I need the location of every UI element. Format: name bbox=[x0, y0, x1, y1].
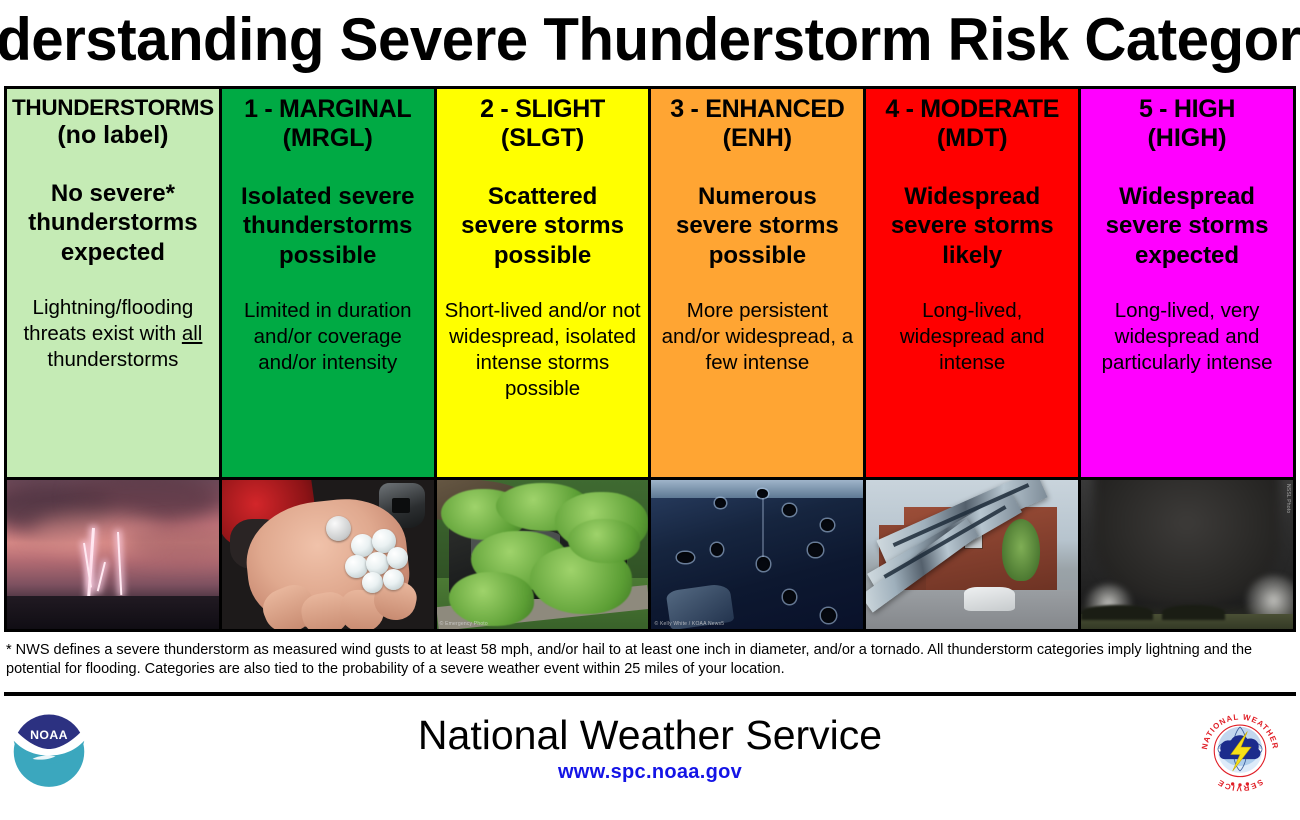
hailstone bbox=[365, 551, 390, 576]
risk-column-marginal-text: 1 - MARGINAL (MRGL) Isolated severe thun… bbox=[221, 89, 434, 477]
risk-column-moderate-text: 4 - MODERATE (MDT) Widespread severe sto… bbox=[866, 89, 1079, 477]
category-headline: Isolated severe thunderstorms possible bbox=[241, 183, 415, 269]
footer-center: National Weather Service www.spc.noaa.go… bbox=[418, 713, 882, 784]
category-headline: Scattered severe storms possible bbox=[461, 183, 624, 269]
tornado-photo: NSSL Photo bbox=[1081, 477, 1293, 629]
category-headline: Widespread severe storms expected bbox=[1105, 183, 1269, 269]
tree-line bbox=[1161, 605, 1226, 621]
hail-puncture bbox=[710, 542, 724, 556]
category-detail: Lightning/flooding threats exist with al… bbox=[12, 295, 214, 373]
risk-column-slight-text: 2 - SLIGHT (SLGT) Scattered severe storm… bbox=[436, 89, 649, 477]
risk-column-high-text: 5 - HIGH (HIGH) Widespread severe storms… bbox=[1081, 89, 1293, 477]
category-name: 3 - ENHANCED bbox=[670, 95, 845, 123]
footer-divider bbox=[4, 691, 1296, 696]
photo-credit: © Kelly White / KOAA News5 bbox=[654, 621, 725, 627]
risk-column-enhanced: 3 - ENHANCED (ENH) Numerous severe storm… bbox=[651, 89, 867, 629]
risk-column-high: 5 - HIGH (HIGH) Widespread severe storms… bbox=[1081, 89, 1293, 629]
risk-column-marginal: 1 - MARGINAL (MRGL) Isolated severe thun… bbox=[221, 89, 437, 629]
tree bbox=[1001, 518, 1040, 582]
risk-column-thunderstorms-text: THUNDERSTORMS (no label) No severe* thun… bbox=[7, 89, 219, 477]
roof-seam bbox=[761, 491, 764, 561]
photo-credit: © Emergency Photo bbox=[439, 621, 488, 627]
category-detail: Limited in duration and/or coverage and/… bbox=[243, 298, 412, 374]
hail-puncture bbox=[782, 590, 796, 604]
foliage bbox=[567, 518, 640, 564]
category-abbreviation: (no label) bbox=[57, 120, 169, 149]
sky-strip bbox=[651, 480, 864, 498]
hail-puncture bbox=[676, 551, 694, 564]
roof-torn-off-building-photo bbox=[866, 477, 1079, 629]
lightning-bolt-icon bbox=[97, 561, 106, 592]
category-detail-emphasis: all bbox=[181, 321, 203, 345]
hail-puncture bbox=[715, 497, 726, 509]
risk-category-table: THUNDERSTORMS (no label) No severe* thun… bbox=[4, 86, 1296, 632]
hail-puncture bbox=[820, 608, 836, 624]
hail-puncture bbox=[820, 518, 834, 531]
hailstone bbox=[344, 554, 368, 579]
foliage bbox=[449, 572, 535, 626]
risk-column-thunderstorms: THUNDERSTORMS (no label) No severe* thun… bbox=[7, 89, 222, 629]
category-detail-pre: Lightning/flooding threats exist with bbox=[23, 295, 194, 345]
category-detail: Long-lived, very widespread and particul… bbox=[1101, 298, 1273, 374]
horizon-ground bbox=[7, 596, 219, 629]
category-name: 5 - HIGH bbox=[1138, 95, 1236, 123]
photo-credit: NSSL Photo bbox=[1284, 484, 1291, 514]
risk-column-enhanced-text: 3 - ENHANCED (ENH) Numerous severe storm… bbox=[651, 89, 864, 477]
category-name: THUNDERSTORMS bbox=[11, 95, 214, 120]
hail-puncture bbox=[782, 503, 796, 516]
lightning-photo bbox=[7, 477, 219, 629]
quarter-coin bbox=[325, 515, 352, 542]
hailstone bbox=[351, 533, 375, 558]
wedge-tornado bbox=[1093, 480, 1281, 606]
category-abbreviation: (MRGL) bbox=[282, 123, 373, 152]
category-abbreviation: (HIGH) bbox=[1147, 123, 1227, 152]
storm-cloud bbox=[123, 524, 219, 561]
category-abbreviation: (MDT) bbox=[936, 123, 1008, 152]
hail-puncture bbox=[757, 488, 768, 498]
noaa-logo: NOAA bbox=[8, 708, 90, 790]
hailstone bbox=[382, 569, 404, 591]
hail-damaged-roof-photo: © Kelly White / KOAA News5 bbox=[651, 477, 864, 629]
tree-line bbox=[1081, 605, 1154, 621]
agency-name: National Weather Service bbox=[417, 711, 883, 758]
hailstone bbox=[361, 572, 383, 594]
risk-column-moderate: 4 - MODERATE (MDT) Widespread severe sto… bbox=[866, 89, 1082, 629]
category-name: 4 - MODERATE bbox=[885, 95, 1060, 123]
category-abbreviation: (ENH) bbox=[722, 123, 793, 152]
category-detail: More persistent and/or widespread, a few… bbox=[661, 298, 854, 374]
page-title: Understanding Severe Thunderstorm Risk C… bbox=[0, 6, 1300, 73]
category-detail: Long-lived, widespread and intense bbox=[899, 298, 1045, 374]
category-detail: Short-lived and/or not widespread, isola… bbox=[444, 298, 641, 400]
category-headline: Numerous severe storms possible bbox=[676, 183, 839, 269]
white-car bbox=[963, 587, 1015, 612]
poster-title-bar: Understanding Severe Thunderstorm Risk C… bbox=[0, 0, 1300, 86]
noaa-logo-text: NOAA bbox=[30, 728, 68, 742]
website-url[interactable]: www.spc.noaa.gov bbox=[557, 761, 743, 784]
nws-logo: NATIONAL WEATHER SERVICE bbox=[1194, 703, 1286, 795]
category-name: 1 - MARGINAL bbox=[244, 95, 412, 123]
category-name: 2 - SLIGHT bbox=[480, 95, 605, 123]
hail-in-hand-photo bbox=[221, 477, 434, 629]
star-icon bbox=[1230, 781, 1250, 787]
footnote-text: * NWS defines a severe thunderstorm as m… bbox=[6, 642, 1253, 678]
hailstone bbox=[387, 547, 409, 570]
lightning-bolt-icon bbox=[1230, 730, 1252, 771]
category-abbreviation: (SLGT) bbox=[500, 123, 585, 152]
hail-puncture bbox=[808, 542, 824, 558]
category-detail-post: thunderstorms bbox=[47, 348, 179, 371]
risk-column-slight: 2 - SLIGHT (SLGT) Scattered severe storm… bbox=[436, 89, 652, 629]
hailstone bbox=[372, 529, 396, 553]
category-headline: Widespread severe storms likely bbox=[890, 183, 1054, 269]
category-headline: No severe* thunderstorms expected bbox=[28, 180, 198, 266]
hail-puncture bbox=[757, 557, 771, 571]
poster-footer: NOAA National Weather Service www.spc.no… bbox=[0, 696, 1300, 802]
tree-on-car-photo: © Emergency Photo bbox=[436, 477, 649, 629]
